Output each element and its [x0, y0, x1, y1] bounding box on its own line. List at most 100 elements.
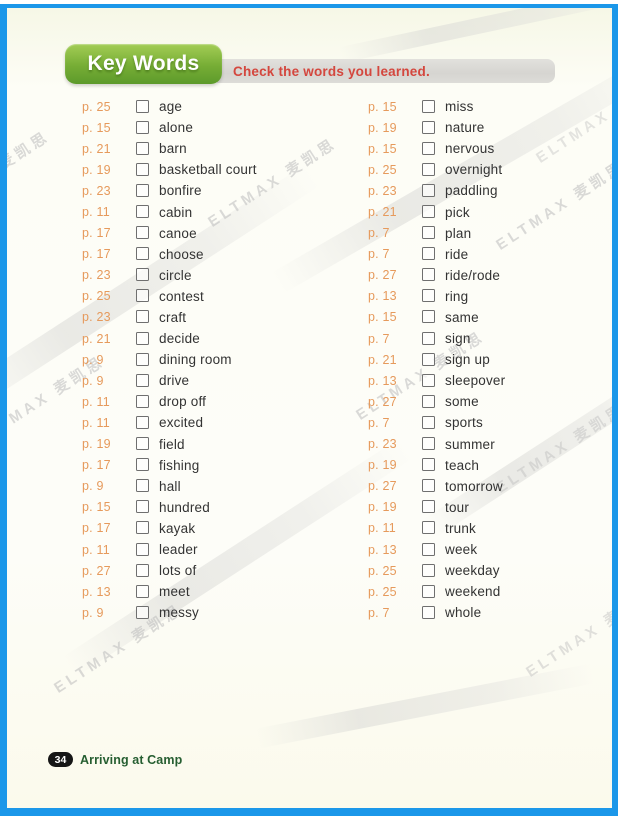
- word-checkbox[interactable]: [136, 563, 149, 577]
- word-checkbox[interactable]: [422, 352, 435, 366]
- word-checkbox[interactable]: [422, 500, 435, 514]
- word-checkbox[interactable]: [422, 162, 435, 176]
- word-checkbox[interactable]: [422, 563, 435, 577]
- section-title: Key Words: [87, 52, 200, 75]
- page-ref: p. 23: [82, 310, 111, 325]
- word-checkbox[interactable]: [422, 268, 435, 282]
- word-label: weekday: [445, 563, 500, 579]
- word-checkbox[interactable]: [136, 373, 149, 387]
- word-checkbox[interactable]: [136, 542, 149, 556]
- word-checkbox[interactable]: [422, 183, 435, 197]
- page-ref: p. 25: [82, 289, 111, 304]
- page-ref: p. 7: [368, 247, 390, 262]
- word-checkbox[interactable]: [136, 183, 149, 197]
- word-label: teach: [445, 457, 480, 473]
- word-row: p. 23 bonfire: [82, 180, 332, 201]
- word-label: meet: [159, 584, 190, 600]
- word-checkbox[interactable]: [422, 310, 435, 324]
- word-row: p. 21 sign up: [368, 349, 612, 370]
- word-checkbox[interactable]: [136, 331, 149, 345]
- word-checkbox[interactable]: [422, 120, 435, 134]
- word-checkbox[interactable]: [422, 394, 435, 408]
- word-label: pick: [445, 204, 470, 220]
- key-words-tab: Key Words: [65, 44, 222, 84]
- word-row: p. 11 trunk: [368, 518, 612, 539]
- word-label: hundred: [159, 499, 210, 515]
- word-checkbox[interactable]: [136, 162, 149, 176]
- word-checkbox[interactable]: [136, 605, 149, 619]
- word-label: age: [159, 99, 183, 115]
- word-row: p. 9 dining room: [82, 349, 332, 370]
- page-ref: p. 13: [82, 584, 111, 599]
- word-label: choose: [159, 246, 204, 262]
- word-label: messy: [159, 605, 200, 621]
- page-ref: p. 17: [82, 521, 111, 536]
- page-ref: p. 17: [82, 226, 111, 241]
- word-row: p. 9 messy: [82, 602, 332, 623]
- page-ref: p. 27: [368, 479, 397, 494]
- word-row: p. 17 kayak: [82, 518, 332, 539]
- word-checkbox[interactable]: [422, 458, 435, 472]
- word-checkbox[interactable]: [136, 99, 149, 113]
- word-checkbox[interactable]: [422, 479, 435, 493]
- instruction-text: Check the words you learned.: [233, 63, 430, 79]
- word-label: barn: [159, 141, 187, 157]
- word-label: canoe: [159, 225, 197, 241]
- word-row: p. 19 field: [82, 434, 332, 455]
- instruction-bar: Check the words you learned.: [217, 59, 555, 83]
- word-checkbox[interactable]: [136, 289, 149, 303]
- word-checkbox[interactable]: [136, 521, 149, 535]
- word-checkbox[interactable]: [136, 584, 149, 598]
- page-ref: p. 25: [368, 162, 397, 177]
- word-label: same: [445, 309, 479, 325]
- word-label: contest: [159, 288, 204, 304]
- word-checkbox[interactable]: [136, 226, 149, 240]
- word-row: p. 25 overnight: [368, 159, 612, 180]
- word-checkbox[interactable]: [422, 99, 435, 113]
- word-row: p. 7 sign: [368, 328, 612, 349]
- word-checkbox[interactable]: [136, 268, 149, 282]
- word-checkbox[interactable]: [422, 226, 435, 240]
- word-label: bonfire: [159, 183, 202, 199]
- word-checkbox[interactable]: [422, 289, 435, 303]
- page-ref: p. 15: [82, 500, 111, 515]
- page-ref: p. 21: [82, 331, 111, 346]
- word-checkbox[interactable]: [422, 415, 435, 429]
- word-checkbox[interactable]: [136, 205, 149, 219]
- page-ref: p. 9: [82, 605, 104, 620]
- word-checkbox[interactable]: [136, 120, 149, 134]
- word-checkbox[interactable]: [136, 437, 149, 451]
- word-label: sleepover: [445, 373, 506, 389]
- word-checkbox[interactable]: [422, 584, 435, 598]
- word-checkbox[interactable]: [422, 437, 435, 451]
- word-checkbox[interactable]: [136, 247, 149, 261]
- word-checkbox[interactable]: [422, 247, 435, 261]
- page-ref: p. 13: [368, 542, 397, 557]
- page-ref: p. 9: [82, 373, 104, 388]
- word-label: excited: [159, 415, 204, 431]
- page-border-frame: ELTMAX 麦凯思 ELTMAX 麦凯思 ELTMAX 麦凯思 ELTMAX …: [0, 4, 618, 816]
- word-checkbox[interactable]: [136, 500, 149, 514]
- page-ref: p. 17: [82, 247, 111, 262]
- word-checkbox[interactable]: [422, 373, 435, 387]
- word-row: p. 25 contest: [82, 286, 332, 307]
- word-checkbox[interactable]: [136, 458, 149, 472]
- page-ref: p. 19: [368, 458, 397, 473]
- word-checkbox[interactable]: [422, 331, 435, 345]
- page-ref: p. 23: [368, 437, 397, 452]
- word-checkbox[interactable]: [136, 352, 149, 366]
- word-checkbox[interactable]: [422, 141, 435, 155]
- word-checkbox[interactable]: [422, 542, 435, 556]
- word-checkbox[interactable]: [136, 394, 149, 408]
- word-checkbox[interactable]: [136, 415, 149, 429]
- word-row: p. 15 miss: [368, 96, 612, 117]
- word-checkbox[interactable]: [422, 205, 435, 219]
- word-checkbox[interactable]: [136, 141, 149, 155]
- word-label: drive: [159, 373, 190, 389]
- word-checkbox[interactable]: [136, 479, 149, 493]
- word-checkbox[interactable]: [422, 605, 435, 619]
- word-checkbox[interactable]: [136, 310, 149, 324]
- word-label: tomorrow: [445, 478, 503, 494]
- book-page: ELTMAX 麦凯思 ELTMAX 麦凯思 ELTMAX 麦凯思 ELTMAX …: [7, 8, 612, 808]
- word-checkbox[interactable]: [422, 521, 435, 535]
